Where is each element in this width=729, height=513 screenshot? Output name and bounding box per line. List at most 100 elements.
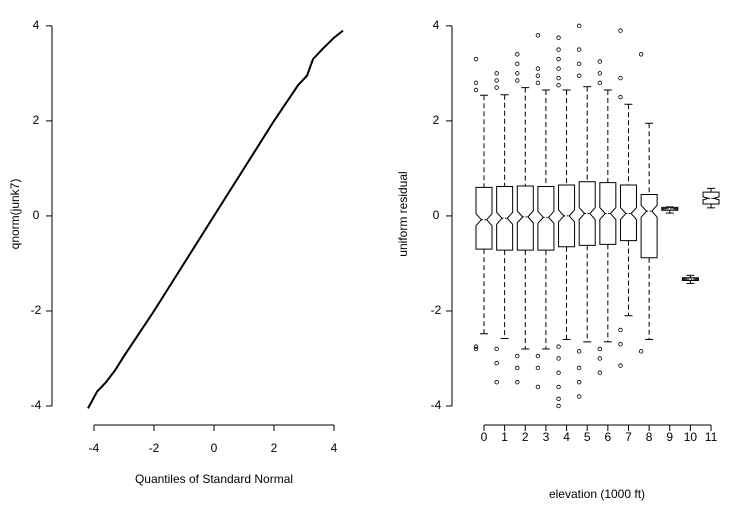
x-tick-label: -4 bbox=[89, 441, 100, 455]
outlier bbox=[535, 73, 541, 78]
outlier bbox=[556, 47, 561, 52]
y-tick-label: 4 bbox=[33, 18, 40, 32]
outlier bbox=[494, 346, 499, 352]
outlier bbox=[473, 346, 479, 352]
outlier bbox=[473, 87, 479, 93]
box bbox=[681, 277, 699, 282]
y-tick-label: -4 bbox=[431, 398, 442, 412]
x-tick-label: 1 bbox=[501, 430, 508, 444]
outlier bbox=[597, 59, 603, 64]
outlier bbox=[577, 23, 582, 29]
x-tick-label: 2 bbox=[522, 430, 529, 444]
y-tick-label: 4 bbox=[433, 18, 440, 32]
box bbox=[619, 184, 637, 242]
x-tick-label: 6 bbox=[604, 430, 611, 444]
outlier bbox=[473, 80, 479, 86]
y-tick-label: -4 bbox=[31, 398, 42, 412]
outlier bbox=[556, 370, 561, 375]
outlier bbox=[473, 56, 479, 62]
outlier bbox=[535, 80, 541, 86]
y-tick-label: 2 bbox=[33, 113, 40, 127]
outlier bbox=[556, 83, 561, 88]
x-axis-label: Quantiles of Standard Normal bbox=[135, 472, 293, 486]
box bbox=[516, 185, 534, 251]
box bbox=[475, 186, 493, 250]
outlier bbox=[618, 75, 623, 81]
outlier bbox=[515, 61, 520, 67]
outlier bbox=[535, 66, 541, 71]
x-tick-label: 8 bbox=[646, 430, 653, 444]
y-tick-label: -2 bbox=[431, 303, 442, 317]
y-tick-label: 2 bbox=[433, 113, 440, 127]
y-axis-label: uniform residual bbox=[396, 171, 410, 256]
outlier bbox=[618, 342, 623, 347]
outlier bbox=[556, 75, 561, 81]
box bbox=[496, 185, 514, 251]
outlier bbox=[556, 66, 561, 71]
outlier bbox=[577, 365, 582, 371]
outlier bbox=[535, 33, 541, 38]
box bbox=[661, 206, 679, 211]
outlier bbox=[515, 71, 520, 76]
box bbox=[578, 181, 596, 246]
x-tick-label: 0 bbox=[211, 441, 218, 455]
box bbox=[599, 182, 617, 245]
y-tick-label: -2 bbox=[31, 303, 42, 317]
outlier bbox=[597, 346, 603, 352]
outlier bbox=[577, 73, 582, 78]
y-tick-label: 0 bbox=[33, 208, 40, 222]
x-tick-label: 11 bbox=[705, 430, 718, 444]
outlier bbox=[577, 349, 582, 354]
outlier bbox=[535, 384, 541, 390]
outlier bbox=[618, 28, 623, 33]
outlier bbox=[597, 71, 603, 76]
outlier bbox=[556, 403, 561, 409]
x-tick-label: 2 bbox=[271, 441, 278, 455]
outlier bbox=[515, 353, 520, 359]
outlier bbox=[638, 52, 644, 57]
outlier bbox=[494, 78, 499, 83]
outlier bbox=[556, 56, 561, 62]
outlier bbox=[494, 71, 499, 76]
outlier bbox=[577, 61, 582, 67]
outlier bbox=[556, 396, 561, 402]
outlier bbox=[556, 35, 561, 40]
outlier bbox=[597, 370, 603, 375]
outlier bbox=[535, 365, 541, 371]
box bbox=[702, 191, 720, 205]
y-tick-label: 0 bbox=[433, 208, 440, 222]
box bbox=[537, 185, 555, 251]
outlier bbox=[473, 344, 479, 349]
outlier bbox=[515, 78, 520, 83]
outlier bbox=[618, 363, 623, 368]
x-tick-label: 10 bbox=[684, 430, 698, 444]
outlier bbox=[638, 349, 644, 354]
box bbox=[640, 194, 658, 259]
outlier bbox=[515, 365, 520, 371]
x-tick-label: 9 bbox=[666, 430, 673, 444]
outlier bbox=[577, 47, 582, 52]
x-tick-label: 4 bbox=[563, 430, 570, 444]
outlier bbox=[515, 52, 520, 57]
outlier bbox=[494, 85, 499, 90]
qq-line bbox=[87, 29, 344, 409]
outlier bbox=[597, 356, 603, 361]
outlier bbox=[577, 394, 582, 399]
outlier bbox=[494, 380, 499, 385]
outlier bbox=[597, 80, 603, 86]
x-tick-label: -2 bbox=[149, 441, 160, 455]
outlier bbox=[556, 356, 561, 361]
outlier bbox=[618, 94, 623, 100]
outlier bbox=[577, 380, 582, 385]
x-tick-label: 4 bbox=[331, 441, 338, 455]
outlier bbox=[515, 380, 520, 385]
x-tick-label: 5 bbox=[584, 430, 591, 444]
y-axis-label: qnorm(junk7) bbox=[8, 179, 22, 250]
outlier bbox=[494, 361, 499, 366]
x-tick-label: 7 bbox=[625, 430, 632, 444]
x-tick-label: 0 bbox=[481, 430, 488, 444]
x-axis-label: elevation (1000 ft) bbox=[549, 487, 645, 501]
x-tick-label: 3 bbox=[543, 430, 550, 444]
outlier bbox=[556, 344, 561, 349]
